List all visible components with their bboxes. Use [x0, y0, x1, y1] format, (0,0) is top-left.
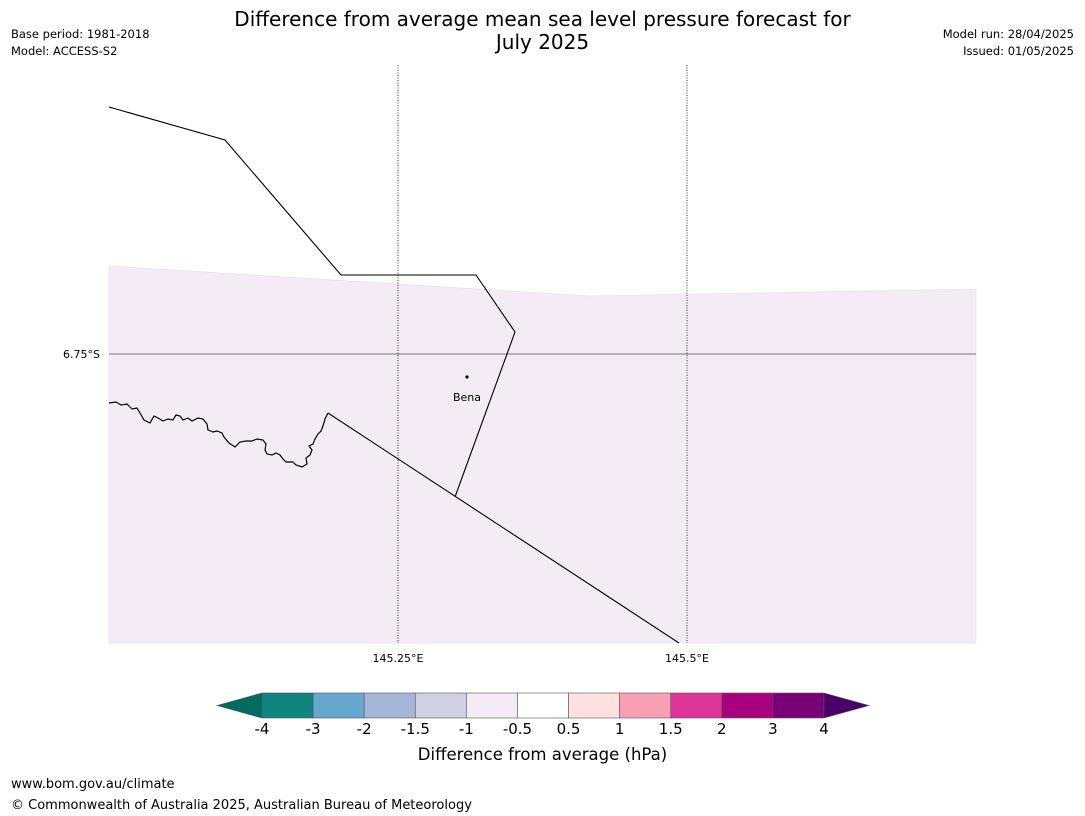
issued-text: Issued: 01/05/2025 [963, 44, 1074, 58]
colorbar-tick-label: -2 [356, 720, 372, 738]
colorbar-tick-label: -0.5 [502, 720, 533, 738]
anomaly-shaded-region [108, 265, 977, 644]
footer-url[interactable]: www.bom.gov.au/climate [11, 777, 175, 792]
title-line-1: Difference from average mean sea level p… [234, 7, 851, 31]
model-run-text: Model run: 28/04/2025 [942, 27, 1074, 41]
colorbar-tick-label: -3 [305, 720, 321, 738]
colorbar-tick-label: 1.5 [658, 720, 683, 738]
longitude-label-2: 145.5°E [665, 652, 709, 665]
colorbar-extend-over [823, 692, 871, 719]
colorbar-segment [517, 692, 569, 719]
bena-marker [465, 375, 469, 379]
colorbar-segment [772, 692, 825, 719]
colorbar-tick-label: 3 [768, 720, 778, 738]
meta-left: Base period: 1981-2018 Model: ACCESS-S2 [11, 26, 150, 60]
base-period-text: Base period: 1981-2018 [11, 27, 150, 41]
colorbar-extend-under [215, 692, 263, 719]
title-line-2: July 2025 [495, 30, 590, 54]
coastline [108, 401, 329, 468]
colorbar-tick-label: 2 [717, 720, 727, 738]
colorbar [215, 692, 871, 719]
bena-label: Bena [453, 391, 481, 404]
colorbar-segment [312, 692, 365, 719]
latitude-label: 6.75°S [63, 348, 100, 361]
colorbar-tick-label: 1 [614, 720, 625, 738]
colorbar-segment [363, 692, 416, 719]
colorbar-tick-label: -4 [254, 720, 270, 738]
province-boundary-south [327, 412, 680, 644]
colorbar-label: Difference from average (hPa) [417, 745, 668, 764]
colorbar-segment [414, 692, 467, 719]
province-boundary-north [108, 106, 516, 498]
colorbar-tick-label: -1.5 [400, 720, 430, 738]
colorbar-tick-label: -1 [458, 720, 474, 738]
longitude-label-1: 145.25°E [373, 652, 424, 665]
colorbar-segment [261, 692, 314, 719]
colorbar-segment [568, 692, 620, 719]
colorbar-segment [670, 692, 723, 719]
meta-right: Model run: 28/04/2025 Issued: 01/05/2025 [943, 26, 1074, 60]
colorbar-tick-label: 4 [819, 720, 829, 738]
colorbar-segment [619, 692, 672, 719]
model-text: Model: ACCESS-S2 [11, 44, 118, 58]
colorbar-segment [721, 692, 774, 719]
chart-title: Difference from average mean sea level p… [0, 8, 1085, 54]
footer-copyright: © Commonwealth of Australia 2025, Austra… [11, 798, 472, 813]
footer: www.bom.gov.au/climate © Commonwealth of… [11, 774, 472, 816]
colorbar-tick-label: 0.5 [556, 720, 581, 738]
colorbar-segment [466, 692, 518, 719]
